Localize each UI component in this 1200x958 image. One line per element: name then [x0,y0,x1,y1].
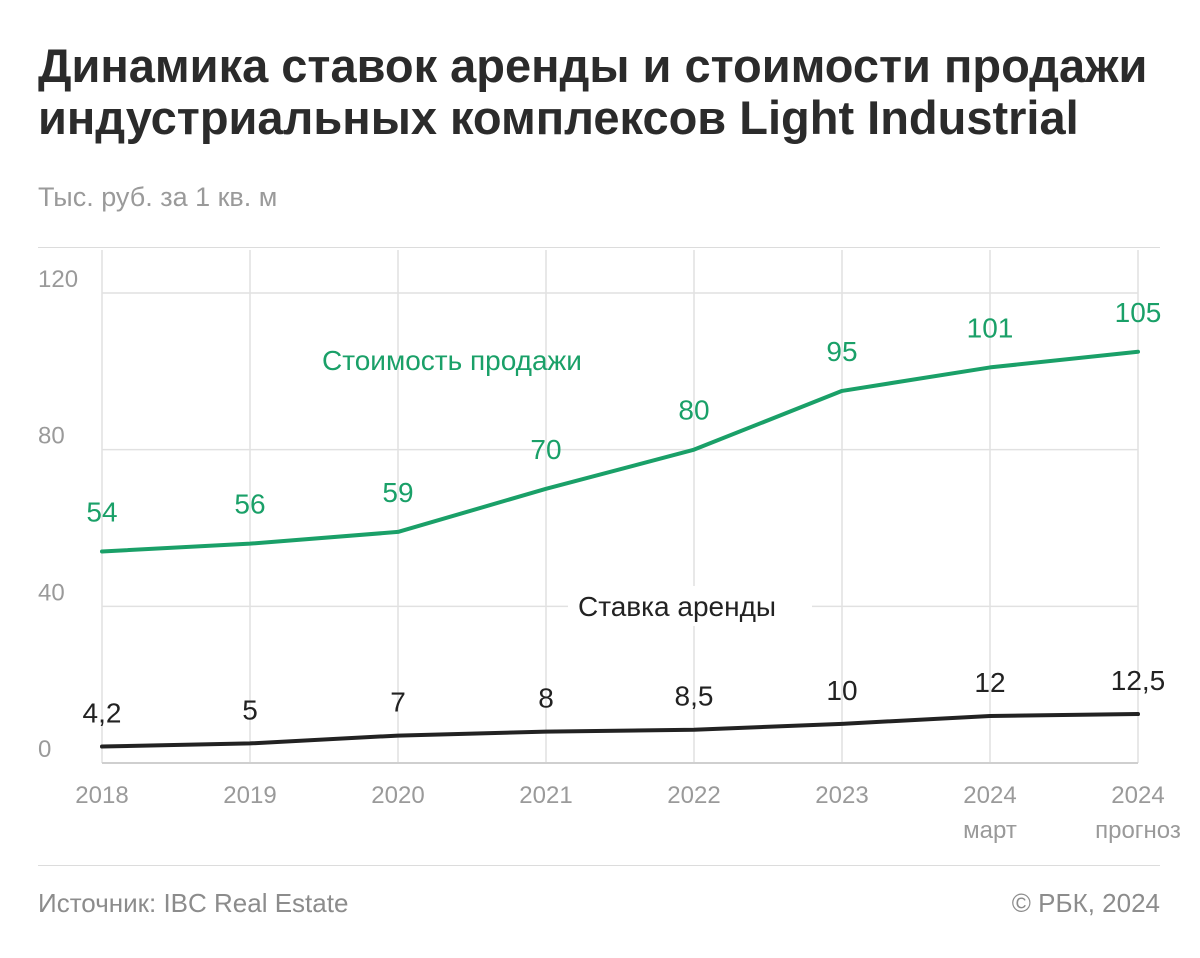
x-tick-label: 2022 [667,782,720,809]
rent-rate-data-label: 8 [538,683,554,714]
sale-price-line [100,349,1140,554]
x-tick-label: март [963,817,1017,844]
x-tick-label: 2024 [963,782,1016,809]
x-tick-label: 2019 [223,782,276,809]
source-note: Источник: IBC Real Estate [38,888,349,918]
y-tick-label: 40 [38,579,65,606]
chart-title: Динамика ставок аренды и стоимости прода… [38,39,1148,144]
rent-rate-data-label: 5 [242,694,258,725]
copyright-note: © РБК, 2024 [1011,888,1160,918]
rent-rate-series-label: Ставка аренды [578,591,776,622]
sale-price-data-label: 56 [234,489,265,520]
x-tick-label: 2018 [75,782,128,809]
rent-rate-data-label: 12 [974,667,1005,698]
sale-price-data-label: 54 [86,497,117,528]
sale-price-data-label: 105 [1115,297,1162,328]
y-tick-label: 80 [38,423,65,450]
y-tick-label: 0 [38,736,51,763]
rent-rate-series-label-bg [568,586,812,626]
rent-rate-data-label: 7 [390,687,406,718]
bottom-divider [38,865,1160,866]
sale-price-data-label: 95 [826,336,857,367]
x-tick-label: прогноз [1095,817,1181,844]
rent-rate-data-label: 10 [826,675,857,706]
rent-rate-line [100,712,1140,749]
sale-price-data-label: 70 [530,434,561,465]
rent-rate-data-label: 8,5 [675,681,714,712]
x-tick-label: 2023 [815,782,868,809]
rent-rate-data-label: 12,5 [1111,665,1166,696]
x-tick-label: 2020 [371,782,424,809]
sale-price-data-label: 80 [678,395,709,426]
chart-subtitle-units: Тыс. руб. за 1 кв. м [38,182,278,212]
sale-price-data-label: 101 [967,312,1014,343]
top-divider [38,247,1160,248]
sale-price-data-label: 59 [382,477,413,508]
x-tick-label: 2024 [1111,782,1164,809]
sale-price-series-label: Стоимость продажи [322,345,582,376]
y-tick-label: 120 [38,266,78,293]
x-tick-label: 2021 [519,782,572,809]
rent-rate-data-label: 4,2 [83,698,122,729]
